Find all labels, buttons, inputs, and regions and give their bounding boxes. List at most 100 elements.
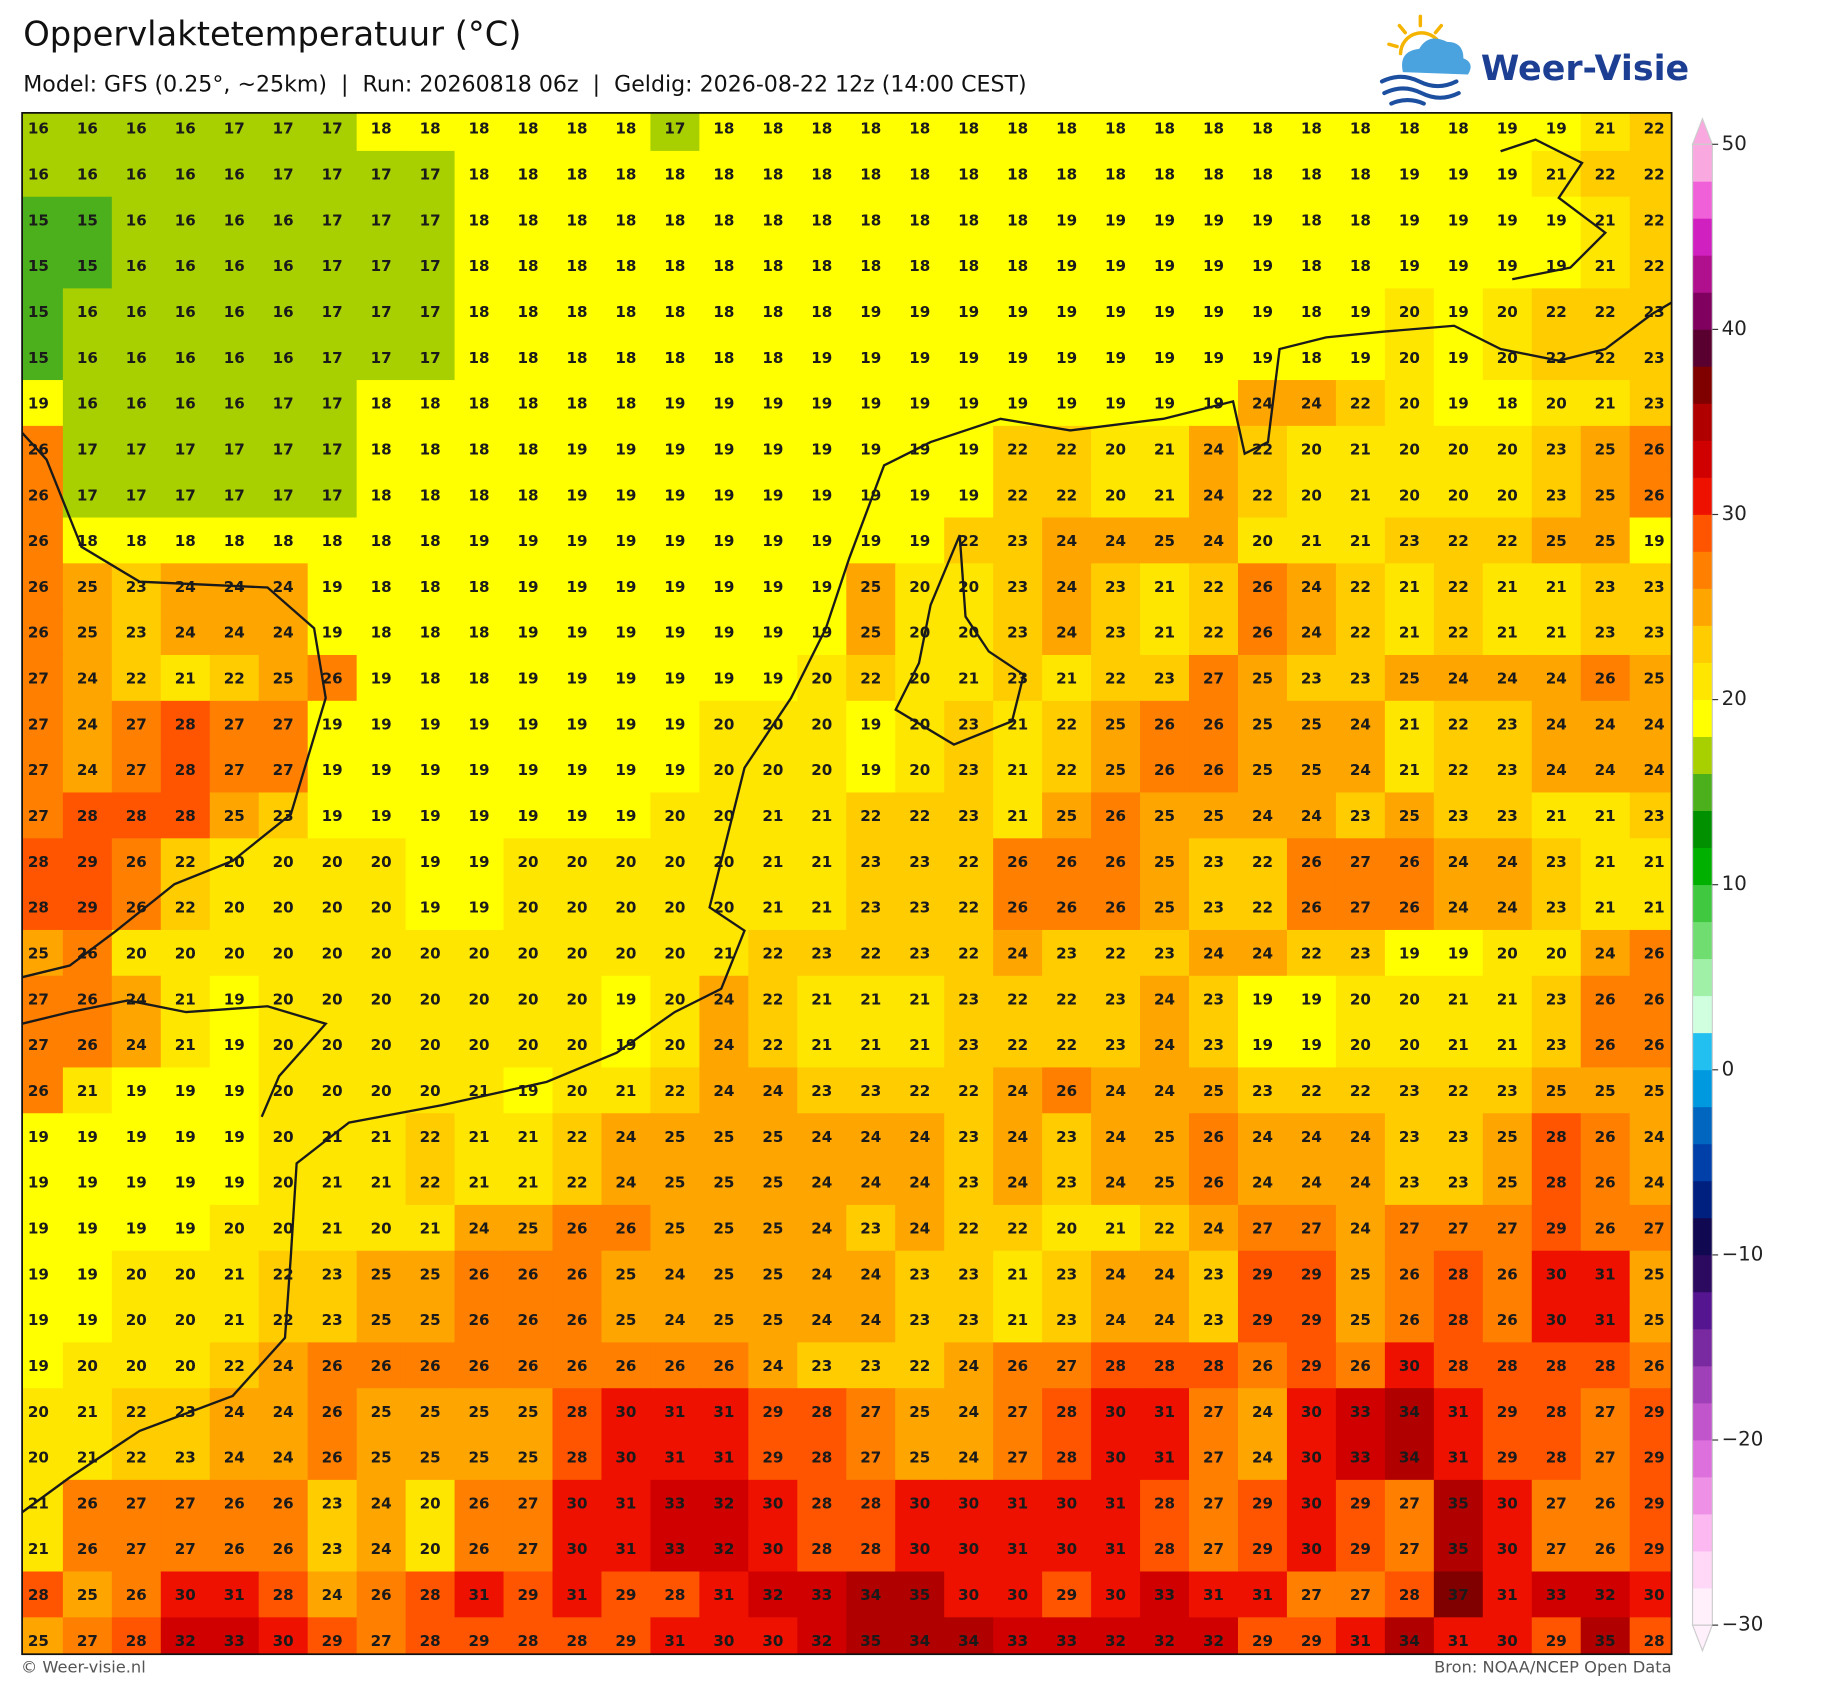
temperature-cell xyxy=(1482,1434,1533,1481)
temperature-cell xyxy=(62,975,113,1023)
temperature-label: 24 xyxy=(1546,761,1567,779)
temperature-label: 20 xyxy=(273,899,294,917)
temperature-label: 20 xyxy=(1399,349,1420,367)
temperature-cell xyxy=(1433,884,1484,931)
temperature-label: 19 xyxy=(28,395,49,413)
temperature-label: 24 xyxy=(615,1174,636,1192)
temperature-label: 26 xyxy=(615,1357,636,1375)
temperature-label: 18 xyxy=(1056,120,1077,138)
temperature-label: 21 xyxy=(1007,1311,1028,1329)
temperature-cell xyxy=(22,1159,64,1206)
temperature-cell xyxy=(846,563,896,610)
temperature-cell xyxy=(1237,150,1288,198)
temperature-cell xyxy=(1580,1479,1631,1527)
temperature-label: 24 xyxy=(1644,1128,1665,1146)
temperature-cell xyxy=(307,517,358,564)
temperature-cell xyxy=(1384,884,1435,931)
temperature-label: 19 xyxy=(1252,211,1273,229)
temperature-label: 28 xyxy=(420,1586,441,1604)
temperature-label: 18 xyxy=(469,440,490,458)
temperature-label: 21 xyxy=(1546,624,1567,642)
temperature-cell xyxy=(307,792,358,839)
temperature-cell xyxy=(1042,1296,1092,1343)
temperature-cell xyxy=(1286,884,1337,931)
temperature-label: 27 xyxy=(1301,1586,1322,1604)
temperature-cell xyxy=(1189,150,1239,198)
temperature-cell xyxy=(1042,1617,1092,1655)
temperature-label: 20 xyxy=(1497,440,1518,458)
temperature-cell xyxy=(1286,288,1337,335)
colorbar-bin xyxy=(1692,662,1713,700)
temperature-cell xyxy=(503,288,554,335)
temperature-cell xyxy=(22,425,64,473)
temperature-cell xyxy=(1531,517,1582,564)
temperature-cell xyxy=(748,1525,798,1573)
temperature-cell xyxy=(307,150,358,198)
temperature-label: 20 xyxy=(420,990,441,1008)
temperature-label: 18 xyxy=(615,257,636,275)
temperature-label: 19 xyxy=(77,1219,98,1237)
temperature-label: 25 xyxy=(1399,807,1420,825)
temperature-cell xyxy=(944,1021,994,1069)
temperature-cell xyxy=(552,1159,603,1206)
temperature-label: 35 xyxy=(860,1632,881,1650)
temperature-label: 21 xyxy=(1644,899,1665,917)
temperature-label: 19 xyxy=(615,532,636,550)
temperature-cell xyxy=(62,471,113,519)
temperature-label: 28 xyxy=(1546,1357,1567,1375)
temperature-label: 25 xyxy=(1154,853,1175,871)
temperature-label: 29 xyxy=(1644,1540,1665,1558)
temperature-cell xyxy=(993,1525,1043,1573)
temperature-label: 21 xyxy=(1154,578,1175,596)
temperature-label: 22 xyxy=(1056,715,1077,733)
temperature-label: 21 xyxy=(615,1082,636,1100)
temperature-cell xyxy=(62,746,113,794)
temperature-cell xyxy=(1384,196,1435,244)
temperature-cell xyxy=(454,1617,505,1655)
temperature-label: 22 xyxy=(1350,578,1371,596)
temperature-cell xyxy=(307,242,358,289)
temperature-cell xyxy=(1042,746,1092,794)
temperature-label: 19 xyxy=(1105,303,1126,321)
temperature-label: 30 xyxy=(1056,1494,1077,1512)
temperature-label: 28 xyxy=(126,807,147,825)
temperature-cell xyxy=(454,1388,505,1435)
temperature-cell xyxy=(846,1067,896,1114)
temperature-label: 23 xyxy=(1497,1082,1518,1100)
temperature-label: 23 xyxy=(1203,1311,1224,1329)
temperature-cell xyxy=(699,1617,749,1655)
temperature-cell xyxy=(503,1571,554,1618)
temperature-cell xyxy=(1482,1525,1533,1573)
temperature-label: 20 xyxy=(713,853,734,871)
temperature-cell xyxy=(895,1342,945,1389)
temperature-cell xyxy=(160,242,211,289)
temperature-label: 23 xyxy=(958,1265,979,1283)
temperature-cell xyxy=(797,334,847,381)
temperature-cell xyxy=(895,1113,945,1160)
temperature-cell xyxy=(356,1113,407,1160)
temperature-cell xyxy=(650,196,700,244)
temperature-label: 19 xyxy=(518,532,539,550)
temperature-label: 19 xyxy=(371,715,392,733)
temperature-label: 26 xyxy=(1056,899,1077,917)
temperature-label: 19 xyxy=(420,761,441,779)
temperature-cell xyxy=(650,1388,700,1435)
temperature-label: 18 xyxy=(1301,303,1322,321)
colorbar-bin xyxy=(1692,958,1713,997)
temperature-label: 21 xyxy=(762,853,783,871)
temperature-label: 31 xyxy=(713,1403,734,1421)
temperature-label: 24 xyxy=(1644,715,1665,733)
temperature-cell xyxy=(1042,792,1092,839)
temperature-cell xyxy=(307,1525,358,1573)
temperature-label: 23 xyxy=(1644,624,1665,642)
temperature-label: 17 xyxy=(420,349,441,367)
temperature-cell xyxy=(1433,150,1484,198)
temperature-cell xyxy=(1189,1525,1239,1573)
temperature-label: 21 xyxy=(1350,440,1371,458)
temperature-cell xyxy=(797,1296,847,1343)
temperature-label: 28 xyxy=(420,1632,441,1650)
temperature-label: 23 xyxy=(909,853,930,871)
temperature-label: 18 xyxy=(713,349,734,367)
temperature-label: 23 xyxy=(958,715,979,733)
temperature-label: 19 xyxy=(1546,120,1567,138)
